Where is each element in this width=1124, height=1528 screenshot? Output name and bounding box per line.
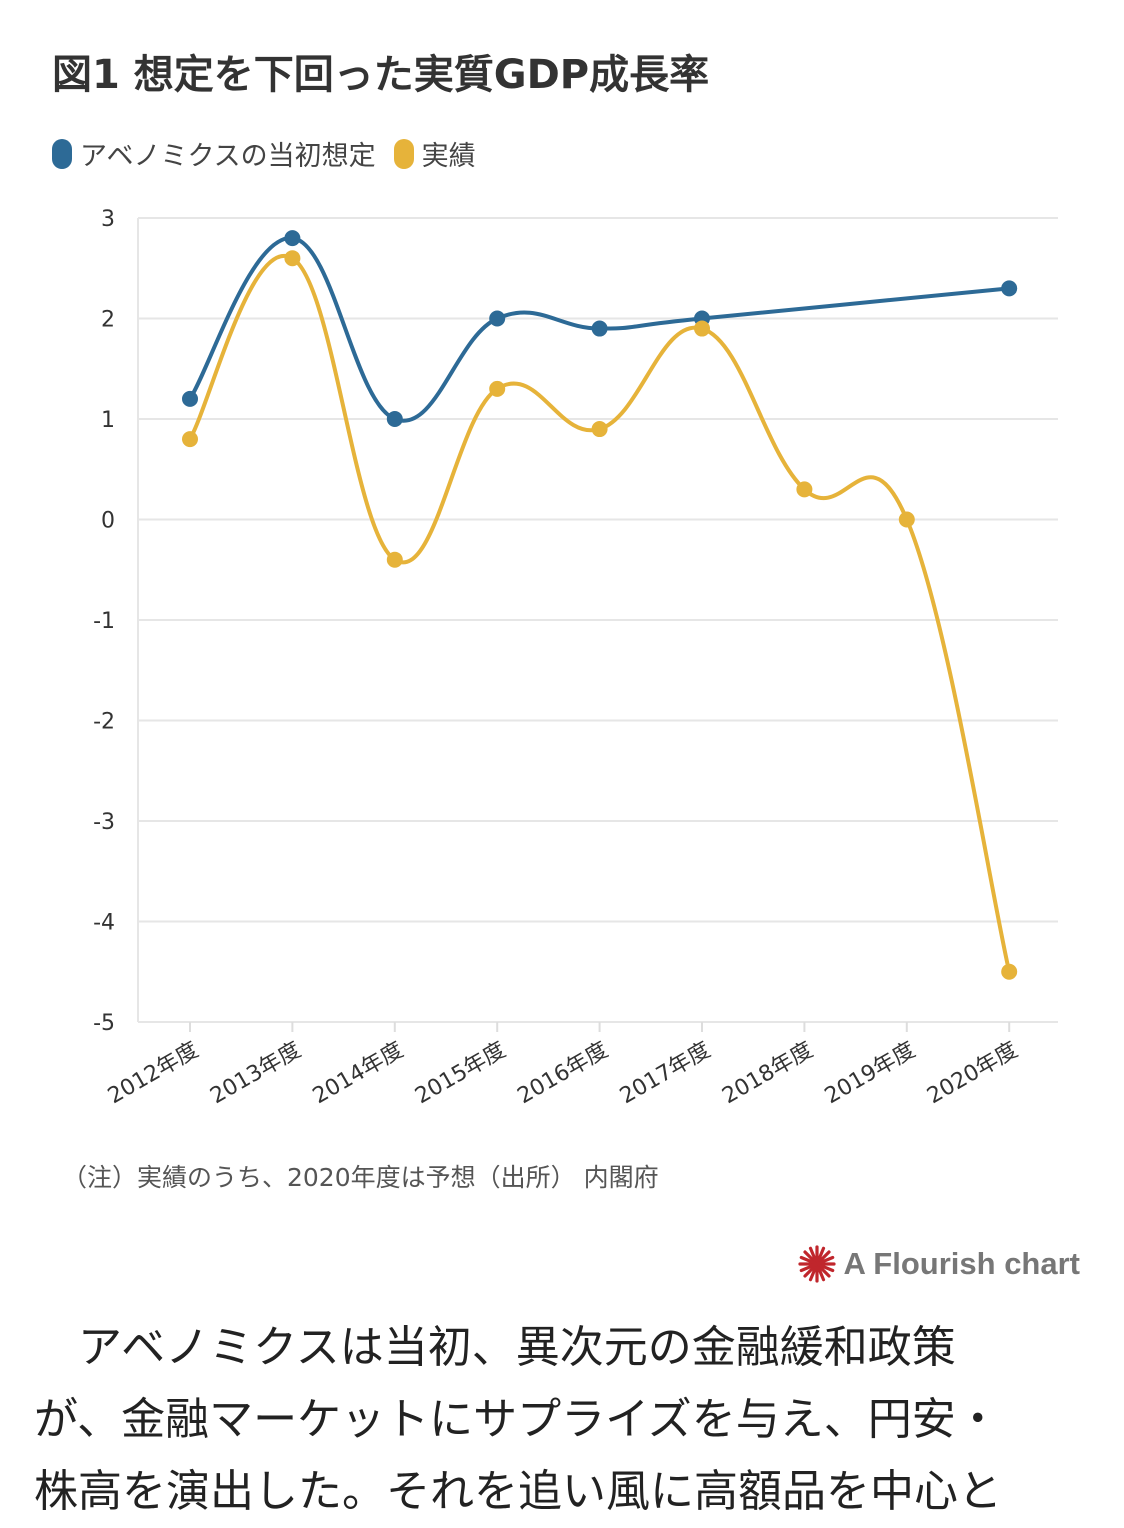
legend-label-actual: 実績 xyxy=(421,141,476,172)
data-point-actual xyxy=(898,511,915,528)
data-point-plan xyxy=(489,310,506,327)
x-tick-label: 2016年度 xyxy=(513,1038,612,1110)
y-tick-label: -1 xyxy=(93,609,115,634)
data-point-plan xyxy=(591,320,608,337)
x-tick-label: 2015年度 xyxy=(411,1038,510,1110)
legend-item-actual[interactable]: 実績 xyxy=(393,134,476,173)
flourish-logo-icon xyxy=(798,1245,837,1283)
data-point-actual xyxy=(1001,963,1018,980)
data-point-actual xyxy=(489,380,506,397)
x-tick-label: 2012年度 xyxy=(104,1038,203,1110)
data-point-actual xyxy=(284,250,301,267)
data-point-plan xyxy=(284,230,301,247)
y-tick-label: 1 xyxy=(101,408,115,433)
x-tick-label: 2018年度 xyxy=(718,1038,817,1110)
article-body: アベノミクスは当初、異次元の金融緩和政策 が、金融マーケットにサプライズを与え、… xyxy=(34,1312,1094,1528)
y-tick-label: -3 xyxy=(93,810,115,835)
y-tick-label: 0 xyxy=(101,509,115,534)
article-line: アベノミクスは当初、異次元の金融緩和政策 xyxy=(34,1322,956,1373)
x-tick-label: 2014年度 xyxy=(309,1038,408,1110)
x-tick-label: 2017年度 xyxy=(616,1038,715,1110)
flourish-label: A Flourish chart xyxy=(843,1246,1080,1281)
data-point-actual xyxy=(386,551,403,568)
x-tick-label: 2019年度 xyxy=(821,1038,920,1110)
article-line: 株高を演出した。それを追い風に高額品を中心と xyxy=(34,1466,1002,1517)
y-tick-label: -4 xyxy=(93,911,115,936)
y-tick-label: -5 xyxy=(93,1011,115,1036)
article-line: が、金融マーケットにサプライズを与え、円安・ xyxy=(34,1394,1000,1445)
legend-swatch-actual xyxy=(393,138,414,169)
legend: アベノミクスの当初想定 実績 xyxy=(52,134,494,173)
chart-title: 図1 想定を下回った実質GDP成長率 xyxy=(52,52,710,98)
data-point-plan xyxy=(386,411,403,427)
x-tick-label: 2020年度 xyxy=(923,1038,1022,1110)
data-point-plan xyxy=(1001,280,1018,297)
y-tick-label: 2 xyxy=(101,308,115,333)
series-line-actual xyxy=(188,253,1012,973)
chart-note: （注）実績のうち、2020年度は予想（出所） 内閣府 xyxy=(62,1163,659,1192)
y-tick-label: -2 xyxy=(93,710,115,735)
data-point-actual xyxy=(694,320,710,337)
x-tick-label: 2013年度 xyxy=(206,1038,305,1110)
data-point-actual xyxy=(182,431,198,448)
data-point-plan xyxy=(182,390,198,407)
data-point-actual xyxy=(796,481,813,498)
flourish-credit[interactable]: A Flourish chart xyxy=(797,1244,1080,1284)
legend-label-plan: アベノミクスの当初想定 xyxy=(80,141,376,172)
legend-swatch-plan xyxy=(52,138,72,169)
data-point-actual xyxy=(591,421,608,438)
y-tick-label: 3 xyxy=(101,207,115,232)
legend-item-plan[interactable]: アベノミクスの当初想定 xyxy=(52,134,376,173)
